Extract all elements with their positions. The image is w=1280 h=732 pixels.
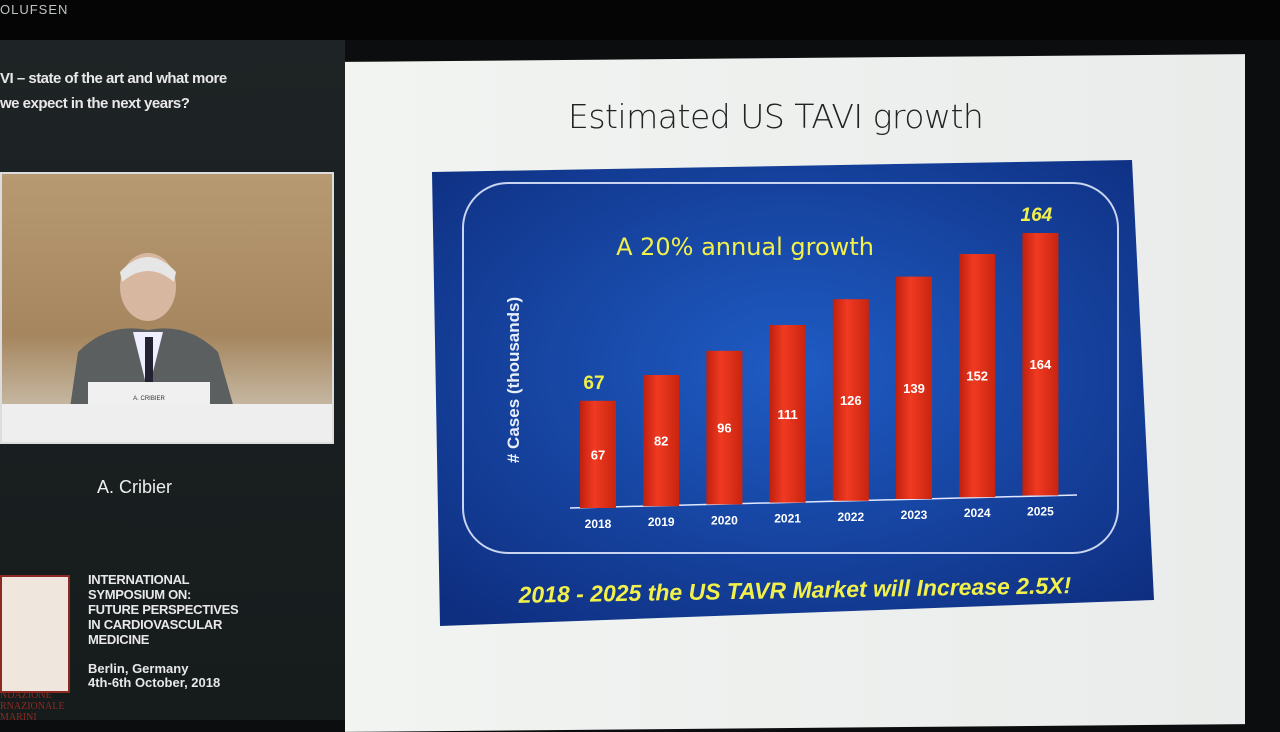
event-name: INTERNATIONAL SYMPOSIUM ON: FUTURE PERSP… <box>88 572 239 647</box>
bar-2023 <box>896 276 932 499</box>
x-tick-label: 2022 <box>837 510 864 524</box>
bar-2021 <box>769 325 806 503</box>
bar-2025 <box>1022 233 1059 496</box>
foundation-logo <box>0 575 70 693</box>
bar-2020 <box>706 350 743 505</box>
x-tick-label: 2023 <box>901 508 928 522</box>
event-line: IN CARDIOVASCULAR <box>88 617 223 632</box>
bar-value-label: 164 <box>1030 357 1052 372</box>
talk-title: VI – state of the art and what more we e… <box>0 66 227 116</box>
event-line: MEDICINE <box>88 632 150 647</box>
chart-frame <box>462 182 1119 554</box>
x-tick-label: 2018 <box>585 517 612 531</box>
x-tick-label: 2021 <box>774 512 801 526</box>
event-dates: 4th-6th October, 2018 <box>88 675 221 690</box>
highlight-label: 67 <box>583 373 604 394</box>
bar-2024 <box>959 254 996 498</box>
x-tick-label: 2024 <box>964 506 991 520</box>
event-line: FUTURE PERSPECTIVES <box>88 602 239 617</box>
bar-2018 <box>580 400 616 508</box>
podium-label: A. CRIBIER <box>133 396 165 402</box>
bar-2022 <box>832 299 869 501</box>
top-bar: OLUFSEN <box>0 0 1280 40</box>
bar-value-label: 96 <box>717 421 731 436</box>
bar-value-label: 152 <box>966 369 988 384</box>
x-tick-label: 2020 <box>711 513 738 527</box>
chart-title: A 20% annual growth <box>616 233 874 261</box>
bar-value-label: 82 <box>654 434 668 449</box>
y-axis-label: # Cases (thousands) <box>504 297 523 463</box>
event-line: SYMPOSIUM ON: <box>88 587 191 602</box>
logo-text: NDAZIONE RNAZIONALE MARINI <box>0 690 65 723</box>
event-line: INTERNATIONAL <box>88 572 190 587</box>
bar-2019 <box>643 375 680 507</box>
x-tick-label: 2025 <box>1027 504 1054 518</box>
talk-title-line: we expect in the next years? <box>0 95 190 112</box>
x-tick-label: 2019 <box>648 515 675 529</box>
podium <box>2 404 332 442</box>
bar-value-label: 126 <box>840 393 862 408</box>
bar-value-label: 111 <box>777 407 797 422</box>
speaker-name: A. Cribier <box>97 477 173 497</box>
slide-title: Estimated US TAVI growth <box>568 97 984 136</box>
brand-text: OLUFSEN <box>0 2 69 17</box>
event-location: Berlin, Germany <box>88 661 189 676</box>
bar-value-label: 139 <box>903 381 925 396</box>
talk-title-line: VI – state of the art and what more <box>0 70 227 87</box>
speaker-video: A. CRIBIER <box>0 172 334 444</box>
highlight-label: 164 <box>1021 205 1053 226</box>
bar-value-label: 67 <box>591 447 605 462</box>
event-details: Berlin, Germany 4th-6th October, 2018 <box>88 662 220 690</box>
